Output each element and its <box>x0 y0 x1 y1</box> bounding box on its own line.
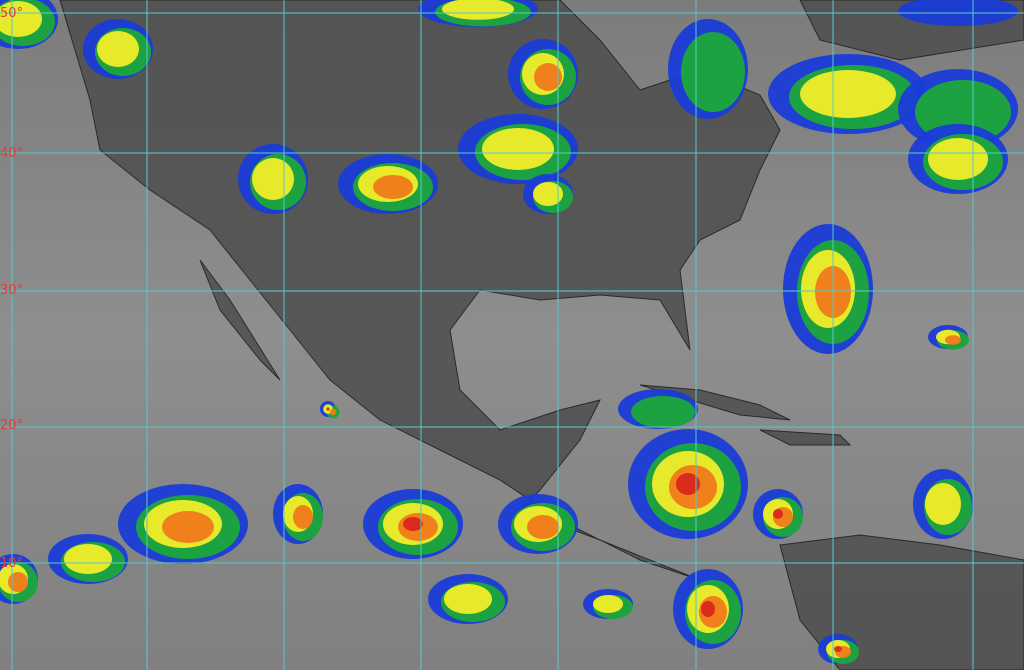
land-polygon <box>199 259 281 381</box>
cloud-layer <box>97 31 139 67</box>
lat-label-10: 10° <box>0 556 24 571</box>
lat-label-50: 50° <box>0 6 24 21</box>
cloud-layer <box>773 509 783 519</box>
cloud-layer <box>329 408 337 416</box>
cloud-layer <box>403 517 423 531</box>
lat-label-20: 20° <box>0 418 24 433</box>
cloud-layer <box>593 595 623 613</box>
cloud-layer <box>64 544 112 574</box>
cloud-layer <box>834 646 842 652</box>
cloud-layer <box>0 1 42 37</box>
cloud-layer <box>442 0 514 20</box>
cloud-layer <box>676 473 700 495</box>
cloud-layer <box>444 584 492 614</box>
cloud-layer <box>326 407 330 411</box>
cloud-layer <box>527 515 559 539</box>
cloud-layer <box>293 505 313 529</box>
cloud-layer <box>945 335 961 345</box>
cloud-layer <box>373 175 413 199</box>
cloud-layer <box>533 182 563 206</box>
cloud-layer <box>162 511 214 543</box>
cloud-layer <box>8 572 28 592</box>
cloud-layer <box>631 396 695 428</box>
land-polygon <box>59 0 781 581</box>
land-polygon <box>759 429 852 446</box>
cloud-layer <box>681 32 745 112</box>
cloud-layer <box>534 63 562 91</box>
lat-label-40: 40° <box>0 146 24 161</box>
lat-label-30: 30° <box>0 283 24 298</box>
cloud-layer <box>925 483 961 525</box>
cloud-layer <box>928 138 988 180</box>
cloud-layer <box>252 158 294 200</box>
cloud-layer <box>800 70 896 118</box>
cloud-layer <box>701 601 715 617</box>
cloud-layer <box>482 128 554 170</box>
